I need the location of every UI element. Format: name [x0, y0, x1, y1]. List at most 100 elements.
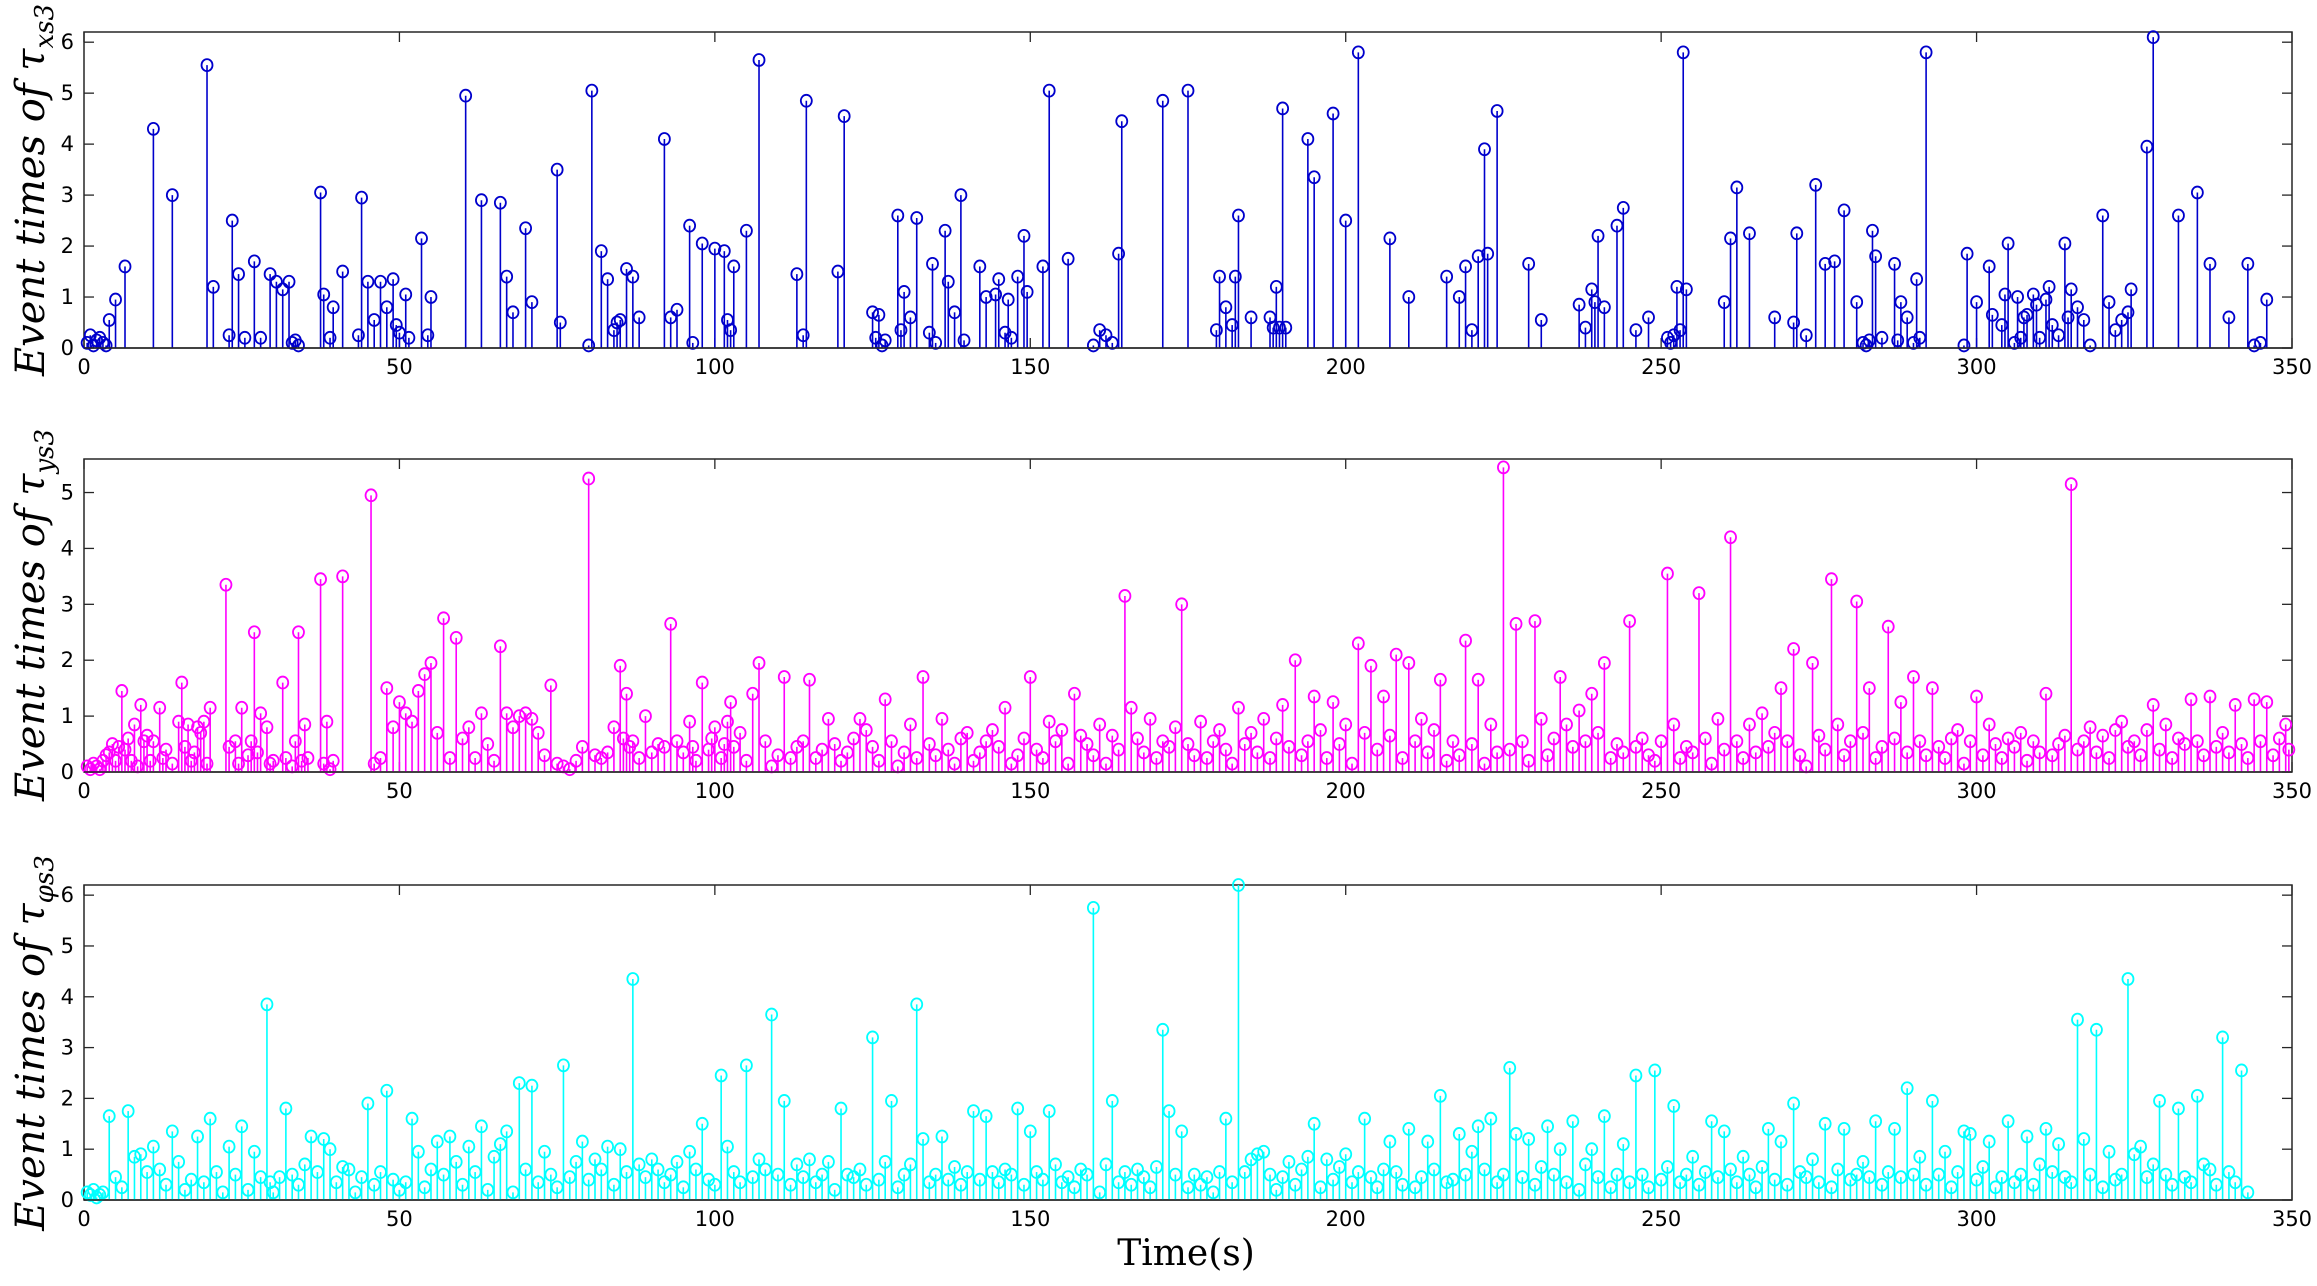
- stem-marker: [232, 267, 245, 281]
- stem-marker: [1900, 1081, 1914, 1096]
- stem-marker: [1585, 1142, 1599, 1157]
- stem-marker: [582, 338, 596, 353]
- stem-marker: [938, 223, 952, 238]
- stem-marker: [1869, 1114, 1883, 1129]
- stem-marker: [1143, 712, 1157, 726]
- stem-marker: [203, 700, 217, 715]
- stem-marker: [695, 236, 709, 251]
- stem-marker: [443, 1129, 457, 1144]
- stem-marker: [2096, 208, 2110, 223]
- stem-marker: [1023, 670, 1037, 684]
- stem-marker: [1673, 751, 1687, 765]
- stem-marker: [197, 1175, 211, 1190]
- stem-marker: [2222, 745, 2236, 760]
- stem-marker: [1919, 1177, 1933, 1192]
- stem-marker: [1219, 742, 1233, 757]
- stem-marker: [1433, 672, 1447, 687]
- stem-marker: [1440, 753, 1454, 768]
- stem-marker: [276, 282, 290, 297]
- stem-marker: [1787, 315, 1801, 330]
- x-axis-label: Time(s): [1117, 1233, 1255, 1274]
- stem-marker: [563, 1170, 577, 1185]
- stem-marker: [872, 307, 886, 322]
- stem-marker: [1124, 700, 1138, 715]
- stem-marker: [2008, 739, 2021, 754]
- stem-marker: [1806, 656, 1819, 670]
- stem-marker: [1572, 703, 1586, 718]
- stem-marker: [146, 1139, 160, 1154]
- stem-marker: [2209, 1177, 2223, 1192]
- stem-marker: [96, 1185, 110, 1200]
- stem-marker: [878, 333, 892, 348]
- stem-marker: [1900, 745, 1914, 760]
- stem-marker: [594, 1162, 608, 1177]
- stem-marker: [235, 700, 249, 715]
- y-tick-label: 1: [61, 704, 74, 728]
- stem-marker: [1989, 1180, 2002, 1195]
- stem-marker: [1629, 323, 1643, 338]
- stem-marker: [1478, 142, 1491, 157]
- stem-marker: [326, 753, 340, 768]
- stem-marker: [1273, 320, 1286, 335]
- stem-marker: [840, 745, 854, 760]
- stem-marker: [1743, 717, 1756, 732]
- x-tick-label: 0: [77, 355, 90, 379]
- stem-marker: [1597, 656, 1611, 670]
- y-tick-label: 6: [61, 30, 74, 54]
- stem-marker: [2064, 477, 2078, 492]
- stem-marker: [979, 734, 993, 749]
- stem-marker: [771, 1167, 785, 1182]
- stem-marker: [140, 1165, 154, 1179]
- stem-marker: [569, 753, 583, 768]
- plot-area: [83, 884, 2293, 1201]
- stem-marker: [525, 295, 539, 310]
- stem-marker: [1541, 748, 1554, 763]
- stem-marker: [683, 1144, 697, 1159]
- stem-marker: [740, 223, 753, 238]
- stem-marker: [1926, 1094, 1939, 1108]
- stem-marker: [1421, 1134, 1435, 1149]
- stem-marker: [1364, 1170, 1378, 1185]
- stem-marker: [393, 1182, 406, 1197]
- stem-marker: [1351, 1165, 1365, 1179]
- stem-marker: [727, 259, 741, 274]
- stem-marker: [1042, 1104, 1056, 1118]
- stem-marker: [2159, 717, 2173, 732]
- stem-marker: [784, 751, 797, 765]
- stem-marker: [1156, 1022, 1170, 1037]
- stem-marker: [1850, 594, 1864, 609]
- stem-marker: [588, 748, 602, 763]
- stem-marker: [1623, 1175, 1636, 1190]
- stem-series: [80, 460, 2296, 777]
- stem-marker: [418, 1180, 432, 1195]
- stem-marker: [626, 269, 640, 284]
- y-axis-label: Event times of τφs3: [8, 855, 60, 1232]
- x-tick-label: 50: [386, 355, 413, 379]
- stem-marker: [1276, 698, 1290, 712]
- stem-marker: [329, 1175, 343, 1190]
- y-tick-label: 5: [61, 81, 74, 105]
- stem-marker: [803, 672, 816, 687]
- stem-marker: [1351, 636, 1365, 651]
- stem-marker: [1389, 1165, 1403, 1179]
- stem-marker: [1351, 45, 1365, 60]
- stem-marker: [2190, 734, 2204, 749]
- stem-marker: [588, 1152, 602, 1167]
- stem-marker: [323, 762, 337, 777]
- stem-marker: [500, 706, 514, 721]
- stem-marker: [1913, 734, 1927, 749]
- stem-marker: [809, 751, 823, 765]
- stem-marker: [1985, 307, 1999, 322]
- stem-marker: [1862, 1170, 1876, 1185]
- stem-marker: [399, 706, 413, 721]
- stem-marker: [175, 675, 189, 690]
- stem-marker: [380, 681, 394, 696]
- stem-marker: [1787, 642, 1801, 656]
- stem-marker: [374, 1165, 387, 1179]
- x-tick-label: 350: [2272, 355, 2312, 379]
- stem-marker: [112, 739, 126, 754]
- stem-marker: [866, 1030, 879, 1045]
- stem-marker: [1093, 1185, 1107, 1200]
- stem-marker: [822, 712, 835, 726]
- stem-marker: [1888, 1121, 1901, 1136]
